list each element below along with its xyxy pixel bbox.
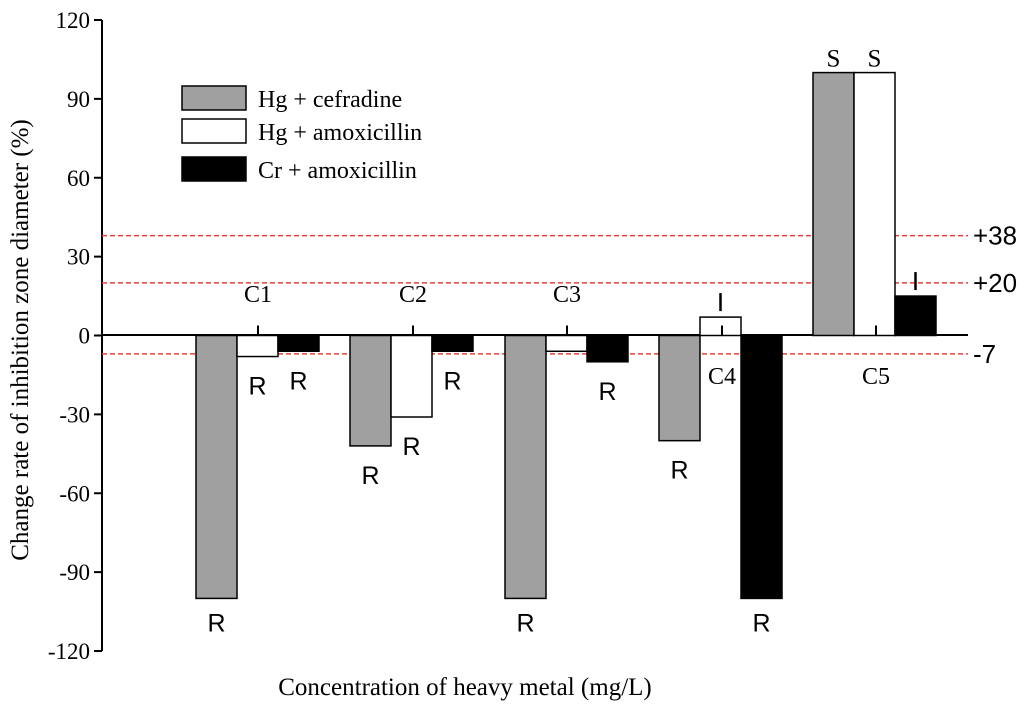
bar: [740, 334, 783, 600]
bar: [277, 334, 320, 353]
y-tick-label: -30: [59, 402, 90, 427]
bar: [236, 334, 279, 358]
bar-marker-label: R: [752, 609, 770, 637]
category-label: C1: [244, 282, 272, 308]
bar-marker-label: R: [516, 609, 534, 637]
bar-marker-label: R: [361, 462, 379, 490]
bar-marker-label: S: [868, 46, 882, 73]
bar: [545, 334, 588, 353]
bar-marker-label: S: [827, 46, 841, 73]
bar: [658, 334, 701, 442]
bar: [349, 334, 392, 447]
y-tick-label: -60: [59, 481, 90, 506]
legend-swatch: [181, 118, 247, 144]
y-tick-label: 120: [56, 8, 91, 33]
reference-line-label: -7: [973, 339, 996, 369]
bar: [853, 71, 896, 337]
category-label: C3: [553, 282, 581, 308]
legend-label: Cr + amoxicillin: [258, 158, 417, 184]
legend: Hg + cefradine Hg + amoxicillin Cr + amoxi…: [181, 85, 422, 184]
bar: [431, 334, 474, 353]
reference-line-label: +20: [973, 268, 1017, 298]
reference-line-label: +38: [973, 221, 1017, 251]
y-axis-ticks: 120 90 60 30 0 -30 -60 -90 -120: [48, 8, 102, 664]
y-tick-label: -120: [48, 639, 90, 664]
bar: [195, 334, 238, 600]
bar-groups: [195, 71, 937, 600]
bar: [586, 334, 629, 363]
y-tick-label: 60: [67, 166, 90, 191]
legend-label: Hg + cefradine: [258, 87, 402, 113]
y-tick-label: -90: [59, 560, 90, 585]
bar-marker-label: R: [670, 457, 688, 485]
bar-marker-label: R: [402, 433, 420, 461]
y-tick-label: 0: [79, 324, 91, 349]
bar: [894, 295, 937, 337]
y-axis-title: Change rate of inhibition zone diameter …: [7, 119, 34, 561]
bar-marker-label: R: [207, 609, 225, 637]
category-labels: C1 C2 C3 C4 C5: [244, 282, 890, 390]
bar: [504, 334, 547, 600]
category-label: C2: [399, 282, 427, 308]
x-axis-title: Concentration of heavy metal (mg/L): [278, 674, 652, 701]
legend-swatch: [181, 156, 247, 182]
y-tick-label: 90: [67, 87, 90, 112]
bar-marker-label: R: [289, 367, 307, 395]
bar-marker-label: R: [248, 373, 266, 401]
category-label: C5: [862, 364, 890, 390]
legend-swatch: [181, 85, 247, 111]
legend-label: Hg + amoxicillin: [258, 120, 422, 146]
bar-marker-label: R: [443, 367, 461, 395]
bar: [812, 71, 855, 337]
category-label: C4: [708, 364, 736, 390]
y-tick-label: 30: [67, 245, 90, 270]
bar: [390, 334, 433, 418]
bar: [699, 316, 742, 337]
bar-marker-label: R: [598, 378, 616, 406]
